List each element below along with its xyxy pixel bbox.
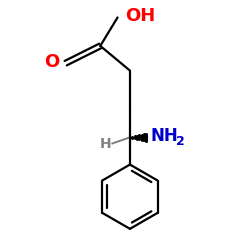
Text: 2: 2 <box>176 135 184 148</box>
Text: O: O <box>44 53 60 71</box>
Text: OH: OH <box>125 7 155 25</box>
Text: NH: NH <box>151 127 179 145</box>
Text: H: H <box>100 136 111 150</box>
